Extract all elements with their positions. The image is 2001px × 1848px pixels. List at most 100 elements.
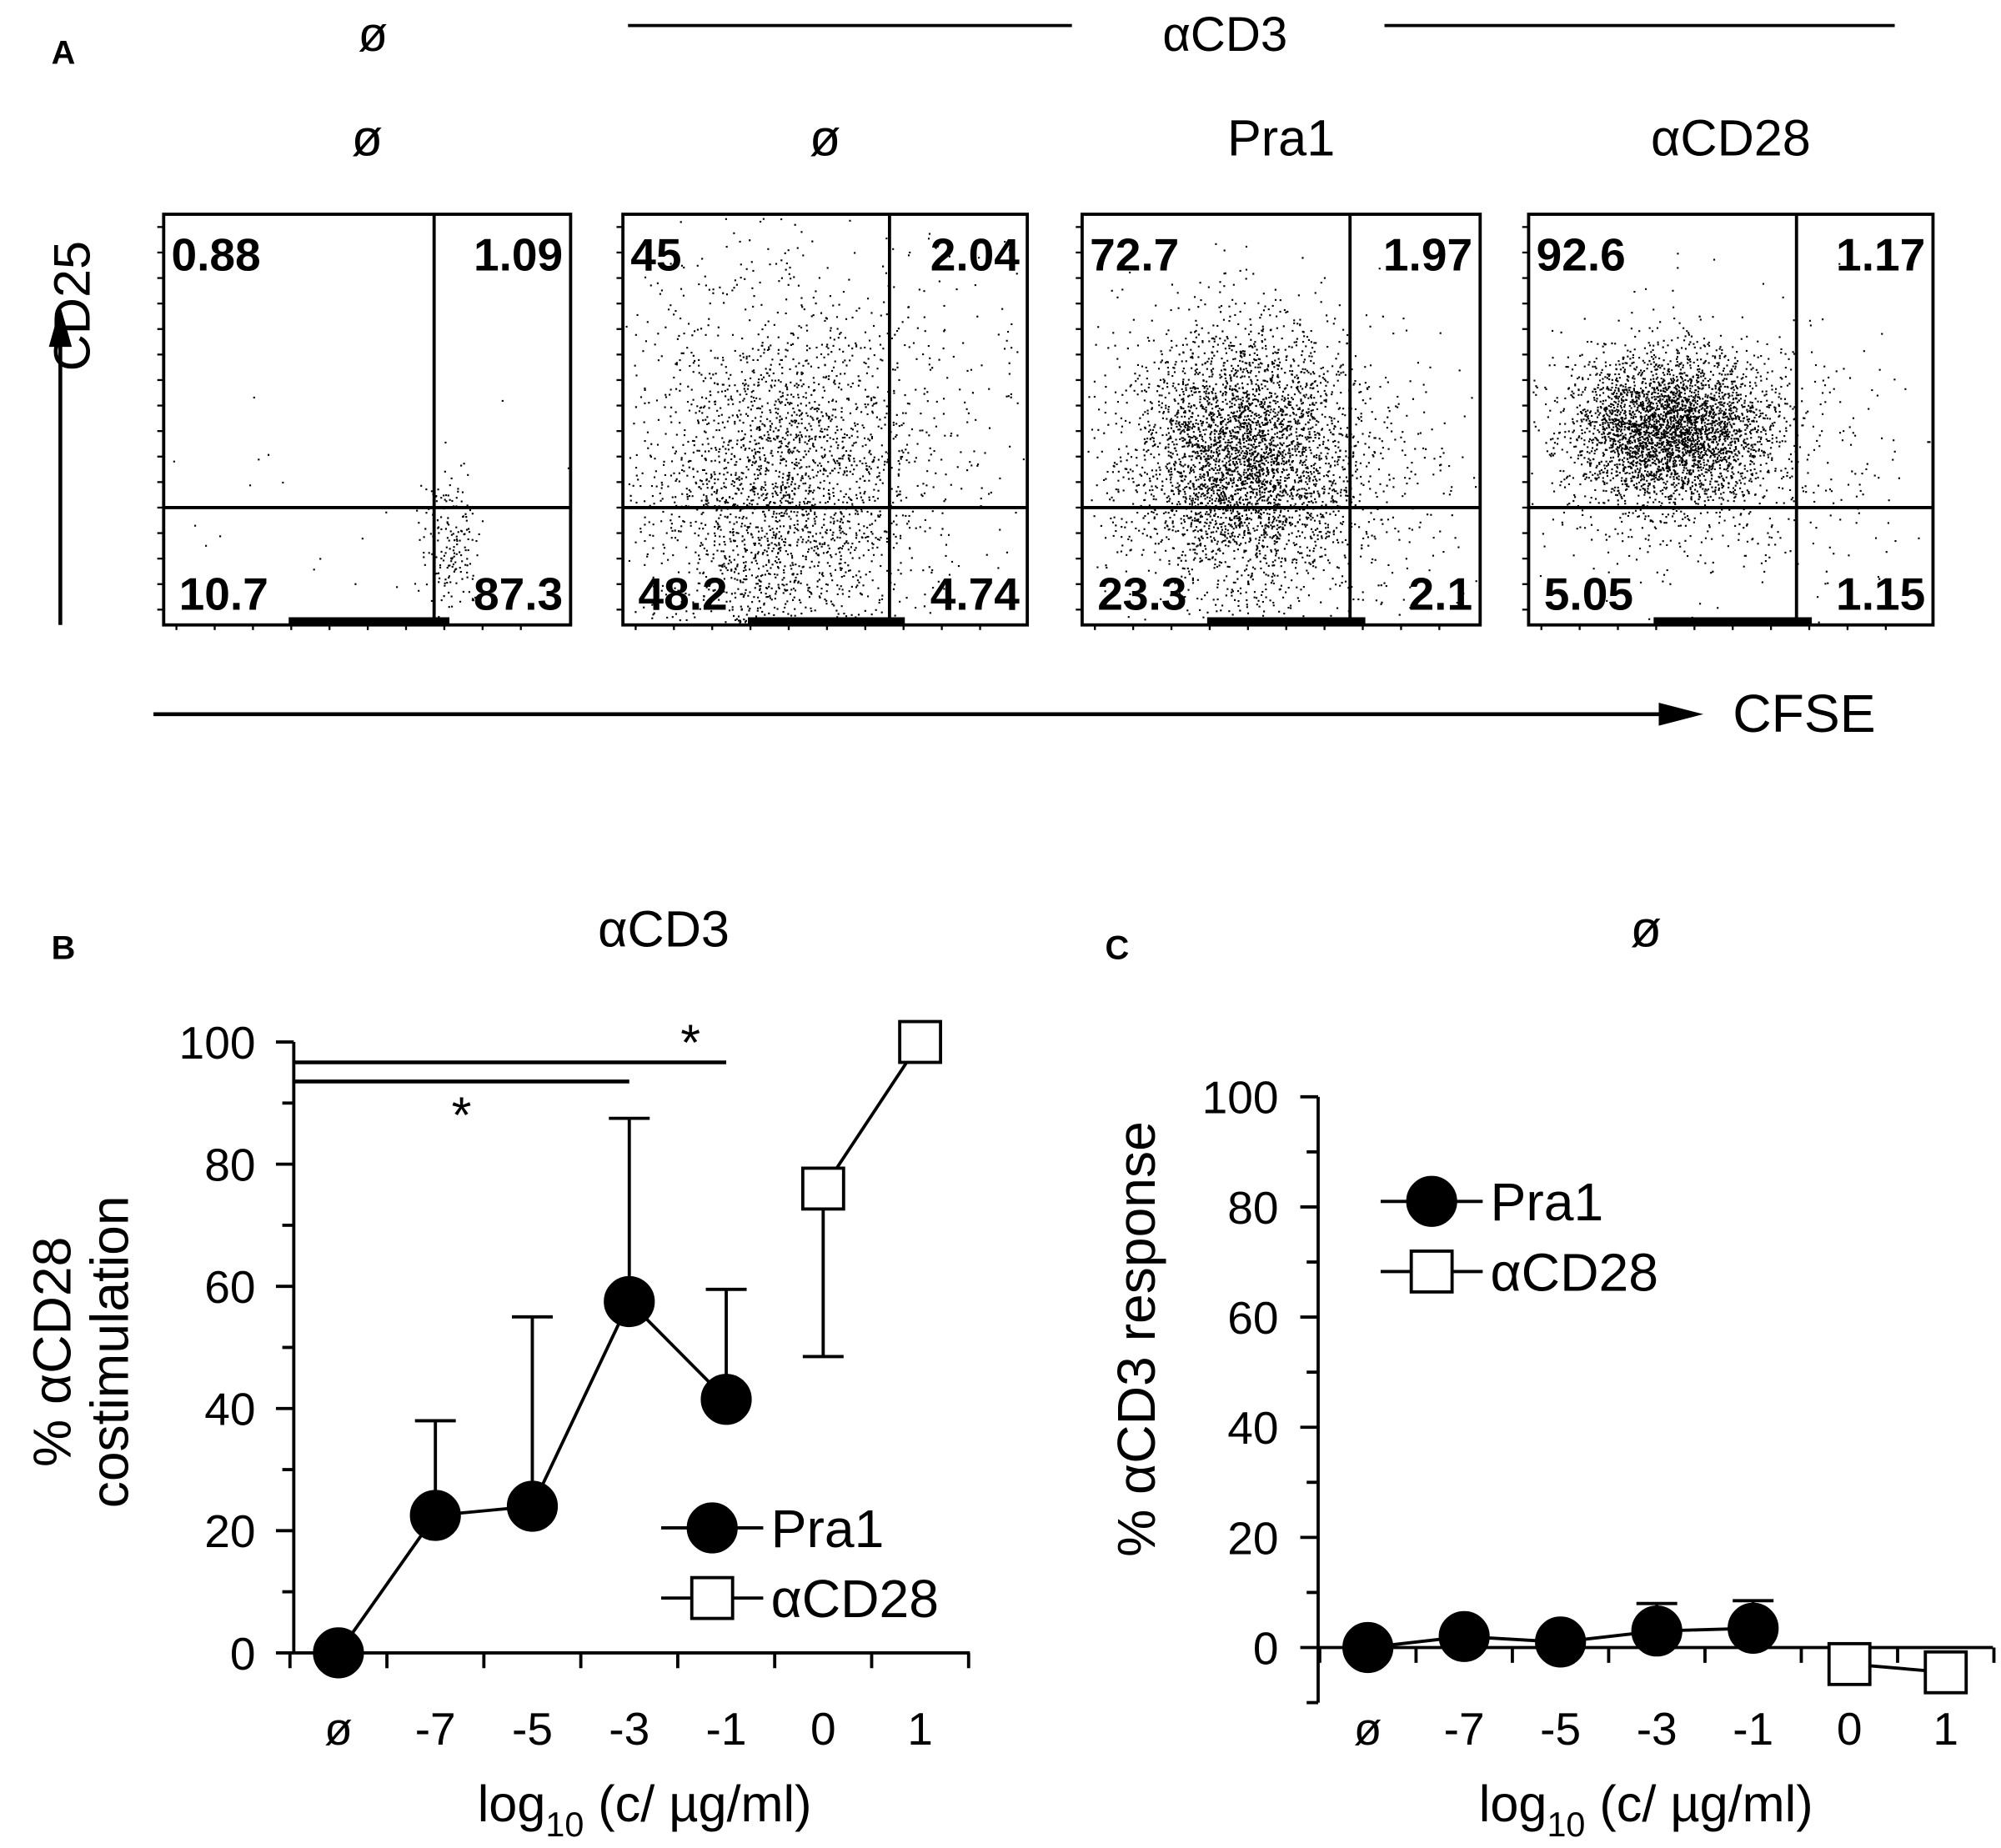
axis-label: CFSE [1733, 684, 1875, 744]
x-tick-label: -1 [706, 1703, 747, 1755]
y-tick-label: 20 [204, 1505, 255, 1557]
quadrant-value: 5.05 [1544, 568, 1633, 619]
data-point [1923, 1650, 1968, 1695]
legend-marker [686, 1502, 738, 1554]
x-axis-label: log10 (c/ µg/ml) [478, 1775, 812, 1844]
data-point [800, 1166, 845, 1211]
x-axis-label-part: log [1479, 1775, 1547, 1832]
legend-marker [1409, 1250, 1454, 1294]
x-tick-label: 0 [810, 1703, 836, 1755]
series-line [821, 1040, 922, 1189]
data-point [700, 1374, 752, 1425]
y-tick-label: 40 [204, 1384, 255, 1435]
legend-label: αCD28 [771, 1569, 939, 1629]
quadrant-value: 1.17 [1836, 228, 1925, 280]
x-tick-label: 1 [907, 1703, 933, 1755]
quadrant-value: 1.97 [1383, 228, 1472, 280]
group-label: αCD3 [1162, 8, 1287, 62]
quadrant-value: 0.88 [171, 228, 260, 280]
x-tick-label: -3 [1637, 1703, 1678, 1755]
cell-dots [1531, 253, 1931, 624]
y-tick-label: 100 [179, 1017, 256, 1069]
x-tick-label: -7 [1444, 1703, 1485, 1755]
quadrant-value: 2.1 [1409, 568, 1473, 619]
data-point [1342, 1621, 1394, 1674]
plot-title: ø [810, 110, 840, 167]
quadrant-value: 23.3 [1097, 568, 1186, 619]
panel-label: C [1105, 930, 1129, 967]
x-axis-label-part: (c/ µg/ml) [1585, 1775, 1813, 1832]
quadrant-value: 72.7 [1090, 228, 1179, 280]
quadrant-value: 10.7 [179, 568, 268, 619]
plot-title: ø [352, 110, 383, 167]
y-tick-label: 60 [204, 1261, 255, 1313]
y-tick-label: 100 [1202, 1072, 1279, 1124]
y-tick-label: 40 [1227, 1402, 1278, 1454]
quadrant-value: 4.74 [930, 568, 1021, 619]
y-tick-label: 80 [1227, 1182, 1278, 1234]
x-tick-label: 0 [1837, 1703, 1863, 1755]
chart-title: ø [1630, 900, 1661, 957]
quadrant-value: 2.04 [930, 228, 1021, 280]
plot-title: αCD28 [1651, 110, 1811, 167]
data-point [898, 1019, 943, 1064]
y-axis-label: costimulation [79, 1195, 139, 1508]
x-axis-label-part: (c/ µg/ml) [584, 1775, 811, 1832]
quadrant-value: 1.15 [1836, 568, 1925, 619]
x-tick-label: -7 [415, 1703, 456, 1755]
x-tick-label: -1 [1733, 1703, 1773, 1755]
x-tick-label: -3 [609, 1703, 649, 1755]
legend-label: Pra1 [1491, 1172, 1604, 1232]
error-bar [609, 1116, 650, 1302]
x-axis-label: log10 (c/ µg/ml) [1479, 1775, 1813, 1844]
data-point [1631, 1605, 1683, 1657]
error-bar [512, 1315, 553, 1507]
x-axis-label-part: log [478, 1775, 546, 1832]
chart-title: αCD3 [598, 900, 730, 957]
y-tick-label: 80 [204, 1139, 255, 1190]
x-axis-label-sub: 10 [545, 1805, 584, 1844]
y-tick-label: 20 [1227, 1512, 1278, 1564]
arrow-head [48, 306, 73, 348]
data-point [1535, 1616, 1587, 1668]
group-label: ø [358, 8, 388, 62]
legend-marker [690, 1575, 735, 1620]
data-point [604, 1275, 655, 1328]
data-point [506, 1480, 559, 1532]
x-tick-label: ø [1354, 1703, 1382, 1755]
legend-label: Pra1 [771, 1499, 885, 1559]
y-tick-label: 0 [230, 1628, 256, 1680]
x-tick-label: ø [324, 1703, 353, 1755]
x-tick-label: 1 [1933, 1703, 1958, 1755]
cell-dots [625, 218, 1025, 624]
x-tick-label: -5 [1540, 1703, 1581, 1755]
significance-label: * [452, 1087, 472, 1144]
plot-title: Pra1 [1227, 110, 1335, 167]
x-tick-label: -5 [512, 1703, 553, 1755]
quadrant-value: 48.2 [638, 568, 727, 619]
quadrant-value: 92.6 [1537, 228, 1626, 280]
data-point [409, 1490, 461, 1541]
cell-dots [1087, 243, 1477, 624]
legend-label: αCD28 [1491, 1242, 1658, 1302]
y-tick-label: 60 [1227, 1292, 1278, 1344]
arrow-head [1658, 703, 1704, 726]
quadrant-value: 87.3 [474, 568, 563, 619]
axis-label: CD25 [44, 241, 101, 371]
data-point [1728, 1602, 1779, 1654]
data-point [1438, 1610, 1490, 1662]
data-point [1827, 1641, 1872, 1686]
significance-label: * [680, 1014, 700, 1070]
x-axis-label-sub: 10 [1547, 1805, 1585, 1844]
data-point [313, 1627, 364, 1679]
y-axis-label: % αCD28 [23, 1237, 83, 1467]
y-axis-label: % αCD3 response [1106, 1121, 1166, 1557]
panel-label: A [52, 35, 76, 72]
legend-marker [1406, 1175, 1457, 1227]
quadrant-value: 45 [630, 228, 681, 280]
quadrant-value: 1.09 [474, 228, 563, 280]
panel-label: B [52, 930, 76, 967]
y-tick-label: 0 [1253, 1622, 1279, 1674]
